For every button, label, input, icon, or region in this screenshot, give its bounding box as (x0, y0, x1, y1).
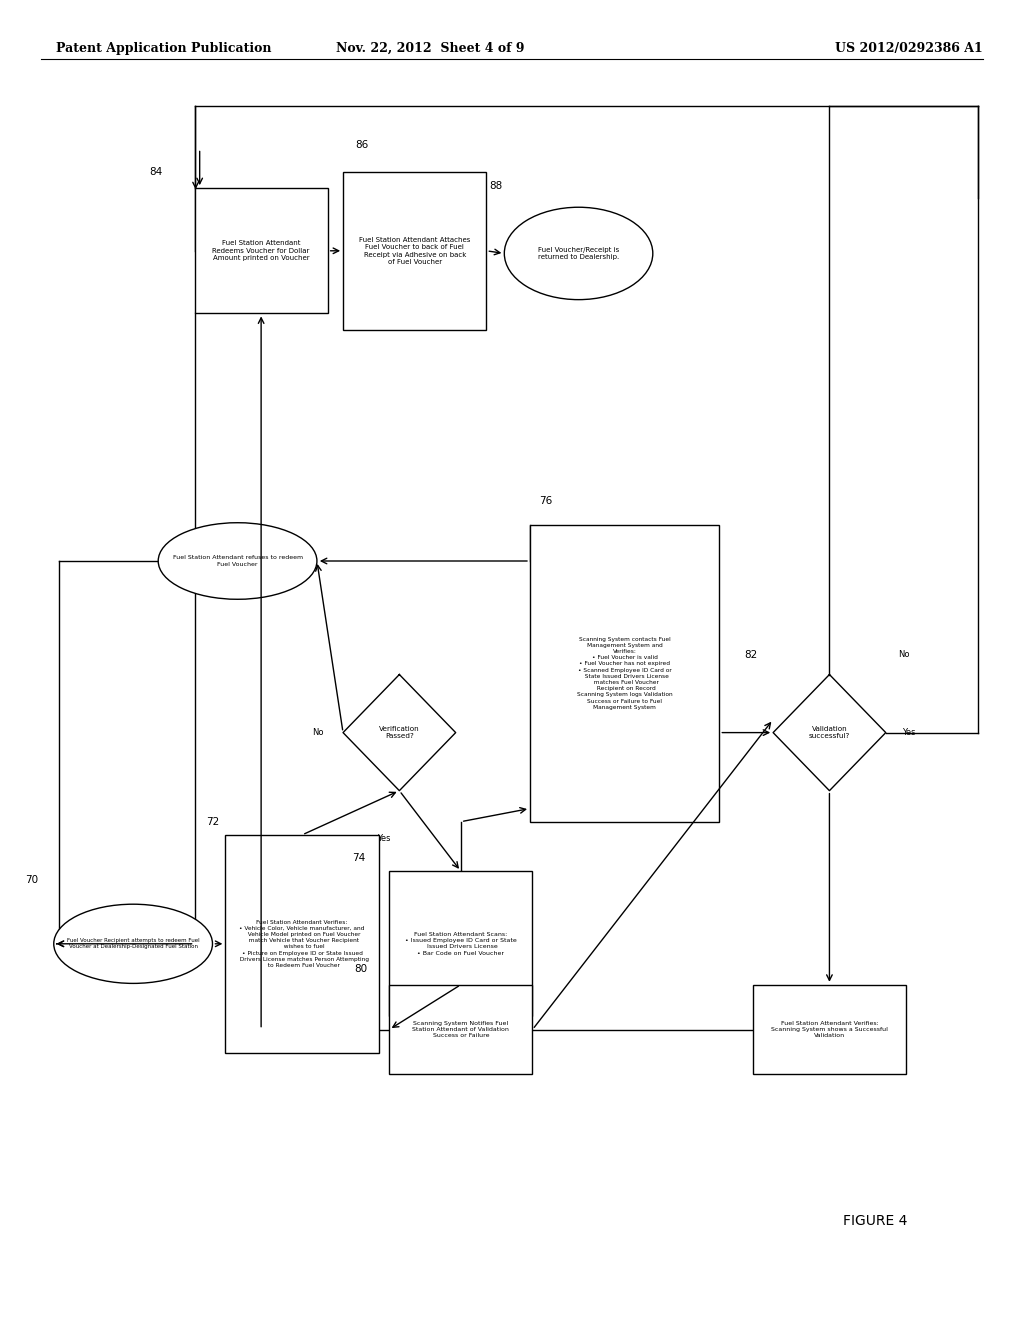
Text: 82: 82 (744, 649, 757, 660)
Text: 70: 70 (25, 875, 38, 886)
FancyBboxPatch shape (389, 985, 532, 1074)
Text: Fuel Station Attendant Verifies:
• Vehicle Color, Vehicle manufacturer, and
  Ve: Fuel Station Attendant Verifies: • Vehic… (236, 920, 369, 968)
Text: Scanning System Notifies Fuel
Station Attendant of Validation
Success or Failure: Scanning System Notifies Fuel Station At… (413, 1020, 509, 1039)
Text: Fuel Station Attendant Scans:
• Issued Employee ID Card or State
  Issued Driver: Fuel Station Attendant Scans: • Issued E… (404, 932, 517, 956)
FancyBboxPatch shape (195, 187, 328, 313)
FancyBboxPatch shape (225, 836, 379, 1053)
Ellipse shape (504, 207, 653, 300)
Text: Yes: Yes (901, 729, 915, 737)
Text: Fuel Station Attendant Attaches
Fuel Voucher to back of Fuel
Receipt via Adhesiv: Fuel Station Attendant Attaches Fuel Vou… (359, 236, 470, 265)
Polygon shape (773, 675, 886, 791)
Text: Yes: Yes (377, 834, 391, 842)
FancyBboxPatch shape (753, 985, 906, 1074)
Text: Fuel Station Attendant Verifies:
Scanning System shows a Successful
Validation: Fuel Station Attendant Verifies: Scannin… (771, 1020, 888, 1039)
Polygon shape (343, 675, 456, 791)
Text: 72: 72 (207, 817, 219, 826)
Text: Patent Application Publication: Patent Application Publication (56, 42, 271, 55)
Text: Fuel Station Attendant
Redeems Voucher for Dollar
Amount printed on Voucher: Fuel Station Attendant Redeems Voucher f… (212, 240, 310, 261)
FancyBboxPatch shape (389, 871, 532, 1016)
Text: 86: 86 (355, 140, 368, 150)
Text: 76: 76 (539, 496, 552, 506)
Text: 80: 80 (354, 964, 367, 974)
Text: Scanning System contacts Fuel
Management System and
Verifies:
• Fuel Voucher is : Scanning System contacts Fuel Management… (577, 636, 673, 710)
Text: 84: 84 (150, 168, 162, 177)
Ellipse shape (159, 523, 317, 599)
Text: 74: 74 (352, 853, 365, 863)
FancyBboxPatch shape (343, 172, 486, 330)
Ellipse shape (53, 904, 213, 983)
Text: 88: 88 (489, 181, 503, 191)
Text: Fuel Voucher/Receipt is
returned to Dealership.: Fuel Voucher/Receipt is returned to Deal… (538, 247, 620, 260)
Text: Fuel Voucher Recipient attempts to redeem Fuel
Voucher at Dealership-Designated : Fuel Voucher Recipient attempts to redee… (67, 939, 200, 949)
Text: FIGURE 4: FIGURE 4 (844, 1214, 907, 1228)
Text: Fuel Station Attendant refuses to redeem
Fuel Voucher: Fuel Station Attendant refuses to redeem… (172, 556, 303, 566)
Text: No: No (311, 729, 324, 737)
Text: Validation
successful?: Validation successful? (809, 726, 850, 739)
Text: No: No (898, 651, 910, 659)
FancyBboxPatch shape (530, 524, 719, 821)
Text: Verification
Passed?: Verification Passed? (379, 726, 420, 739)
Text: US 2012/0292386 A1: US 2012/0292386 A1 (836, 42, 983, 55)
Text: Nov. 22, 2012  Sheet 4 of 9: Nov. 22, 2012 Sheet 4 of 9 (336, 42, 524, 55)
